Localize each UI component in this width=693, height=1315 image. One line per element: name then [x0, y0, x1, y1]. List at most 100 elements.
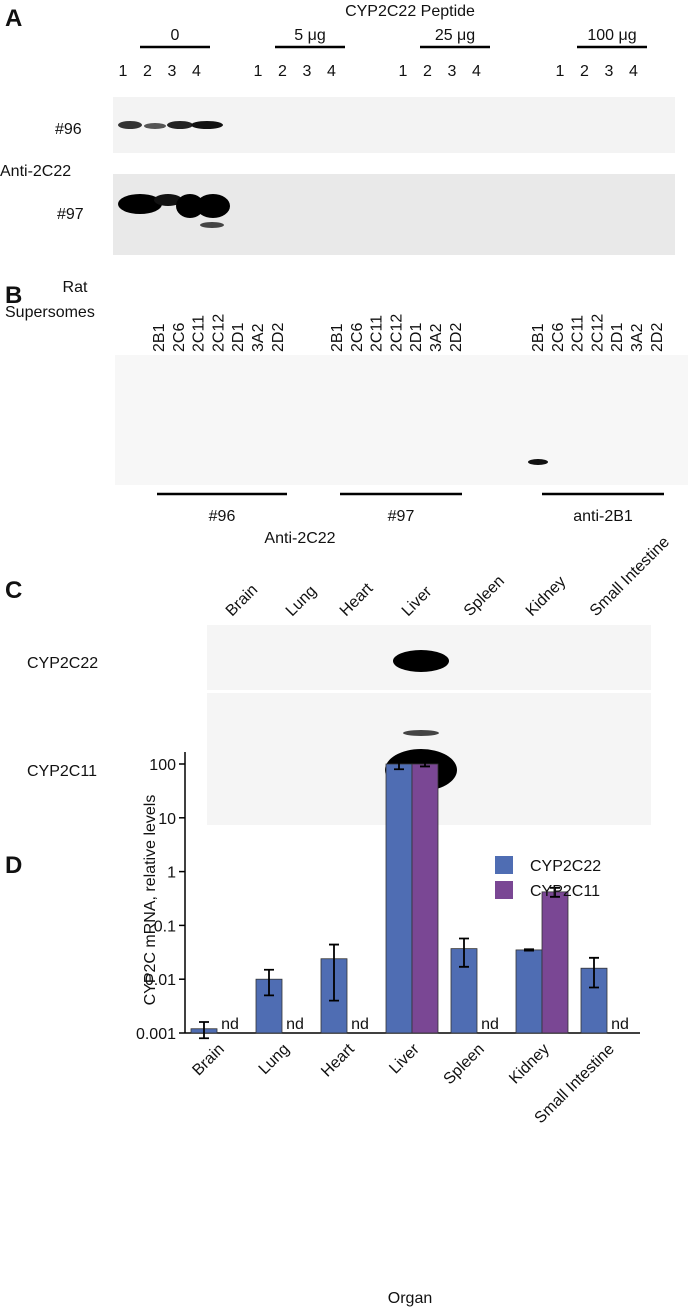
- band: [393, 650, 449, 672]
- lane-label: 2C6: [550, 323, 567, 352]
- tissue-label: Brain: [223, 581, 261, 619]
- lane-label: 2C6: [349, 323, 366, 352]
- x-tick-label: Heart: [318, 1040, 358, 1080]
- tissue-label: Small Intestine: [587, 534, 673, 620]
- band: [403, 730, 439, 736]
- band: [176, 194, 204, 218]
- lane-label: 2C12: [388, 314, 405, 352]
- error-bar: [524, 948, 534, 952]
- bar: [385, 763, 413, 1034]
- antibody-label: Anti-2C22: [0, 163, 71, 180]
- y-tick-label: 1: [167, 865, 176, 882]
- error-bar: [199, 1021, 209, 1040]
- lane-label: 2C6: [171, 323, 188, 352]
- group-label: anti-2B1: [573, 508, 633, 525]
- band: [196, 194, 230, 218]
- error-bar: [329, 943, 339, 1002]
- lane-label: 3A2: [629, 323, 646, 352]
- band: [144, 123, 166, 129]
- header-label: Supersomes: [5, 304, 95, 321]
- panel-label: D: [5, 852, 22, 879]
- value-label: nd: [611, 1016, 629, 1033]
- band: [200, 222, 224, 228]
- band: [528, 459, 548, 465]
- y-tick-label: 0.1: [154, 918, 176, 935]
- lane-label: 2: [423, 63, 432, 80]
- bar: [411, 763, 439, 1034]
- error-bar: [589, 956, 599, 989]
- y-tick-label: 0.001: [136, 1026, 176, 1043]
- error-bar: [264, 968, 274, 997]
- lane-label: 4: [327, 63, 336, 80]
- band: [118, 121, 142, 129]
- group-label: 25 μg: [435, 27, 475, 44]
- lane-label: 2: [580, 63, 589, 80]
- error-bar: [550, 886, 560, 898]
- group-label: 100 μg: [587, 27, 636, 44]
- error-bar: [394, 758, 404, 771]
- legend-label: CYP2C11: [530, 883, 600, 900]
- band: [191, 121, 223, 129]
- lane-label: 2C11: [369, 315, 386, 352]
- lane-label: 2C11: [570, 315, 587, 352]
- group-label: #97: [388, 508, 415, 525]
- panel-label: A: [5, 5, 22, 32]
- lane-label: 1: [399, 63, 408, 80]
- lane-label: 4: [192, 63, 201, 80]
- panel-title: CYP2C22 Peptide: [345, 3, 475, 20]
- lane-label: 2D2: [270, 323, 287, 352]
- x-tick-label: Brain: [189, 1041, 227, 1079]
- lane-label: 2B1: [151, 323, 168, 352]
- tissue-label: Heart: [337, 580, 377, 620]
- lane-label: 2B1: [530, 323, 547, 352]
- y-tick-label: 0.01: [145, 972, 176, 989]
- group-label: 0: [171, 27, 180, 44]
- lane-label: 2D1: [609, 323, 626, 352]
- lane-label: 2C12: [210, 314, 227, 352]
- legend-swatch: [495, 856, 513, 874]
- bar: [541, 891, 569, 1034]
- lane-label: 2D2: [649, 323, 666, 352]
- lane-label: 3A2: [428, 323, 445, 352]
- lane-label: 3: [303, 63, 312, 80]
- group-label: #96: [209, 508, 236, 525]
- row-label: #97: [57, 206, 84, 223]
- lane-label: 2: [278, 63, 287, 80]
- tissue-label: Spleen: [461, 573, 508, 620]
- tissue-label: Lung: [283, 583, 320, 620]
- panel-label: B: [5, 282, 22, 309]
- row-label: CYP2C22: [27, 655, 98, 672]
- header-label: Rat: [63, 279, 88, 296]
- lane-label: 2D1: [408, 323, 425, 352]
- tissue-label: Liver: [399, 583, 436, 620]
- lane-label: 3: [448, 63, 457, 80]
- lane-label: 2D1: [230, 323, 247, 352]
- antibody-label: Anti-2C22: [264, 530, 335, 547]
- lane-label: 4: [472, 63, 481, 80]
- lane-label: 3: [168, 63, 177, 80]
- lane-label: 1: [254, 63, 263, 80]
- x-axis-label: Organ: [388, 1290, 432, 1307]
- y-tick-label: 10: [158, 811, 176, 828]
- panel-label: C: [5, 577, 22, 604]
- lane-label: 2C11: [191, 315, 208, 352]
- legend-label: CYP2C22: [530, 858, 601, 875]
- row-label: CYP2C11: [27, 763, 97, 780]
- lane-label: 2D2: [448, 323, 465, 352]
- lane-label: 1: [119, 63, 128, 80]
- tissue-label: Kidney: [523, 573, 570, 620]
- lane-label: 4: [629, 63, 638, 80]
- x-tick-label: Spleen: [441, 1041, 488, 1088]
- lane-label: 2: [143, 63, 152, 80]
- bar: [515, 949, 543, 1034]
- lane-label: 3A2: [250, 323, 267, 352]
- row-label: #96: [55, 121, 82, 138]
- error-bar: [459, 937, 469, 968]
- x-tick-label: Liver: [386, 1040, 423, 1077]
- lane-label: 2B1: [329, 323, 346, 352]
- lane-label: 2C12: [589, 314, 606, 352]
- value-label: nd: [481, 1016, 499, 1033]
- value-label: nd: [286, 1016, 304, 1033]
- band: [154, 194, 182, 206]
